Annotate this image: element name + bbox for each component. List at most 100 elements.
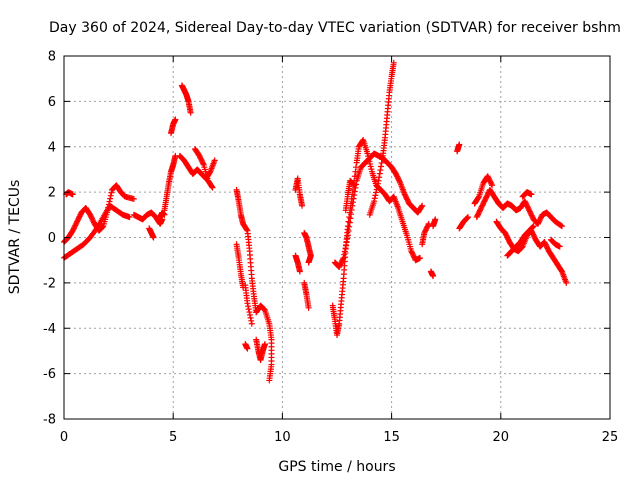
data-point <box>107 195 114 202</box>
y-tick-label: 6 <box>48 95 56 110</box>
data-point <box>99 223 106 230</box>
x-tick-label: 15 <box>383 430 400 445</box>
data-point <box>299 202 306 209</box>
chart-title: Day 360 of 2024, Sidereal Day-to-day VTE… <box>49 20 621 36</box>
data-point <box>488 181 495 188</box>
data-point <box>464 214 471 221</box>
y-tick-label: -6 <box>43 367 56 382</box>
data-point <box>126 214 133 221</box>
data-point <box>105 201 112 208</box>
data-point <box>340 254 347 261</box>
data-point <box>350 181 357 188</box>
data-point <box>246 311 253 318</box>
data-point <box>475 194 482 201</box>
grid <box>64 56 610 419</box>
data-point <box>528 191 535 198</box>
data-point <box>376 170 383 177</box>
data-point <box>248 317 255 324</box>
data-point <box>346 223 353 230</box>
y-tick-label: -4 <box>43 322 56 337</box>
data-point <box>529 223 536 230</box>
data-point <box>456 141 463 148</box>
data-point <box>348 211 355 218</box>
x-tick-label: 20 <box>493 430 510 445</box>
y-tick-label: 2 <box>48 186 56 201</box>
data-point <box>463 215 470 222</box>
data-point <box>349 202 356 209</box>
data-point <box>69 191 76 198</box>
data-point <box>172 116 179 123</box>
data-point <box>349 199 356 206</box>
data-point <box>343 238 350 245</box>
data-point <box>187 109 194 116</box>
data-point <box>343 241 350 248</box>
data-point <box>348 206 355 213</box>
axes: 0 5 10 15 20 25 -8 -6 -4 -2 0 2 4 6 8 <box>43 50 618 446</box>
x-tick-label: 5 <box>169 430 177 445</box>
data-point <box>350 195 357 202</box>
data-point <box>211 157 218 164</box>
data-point <box>558 223 565 230</box>
x-tick-label: 0 <box>60 430 68 445</box>
data-point <box>344 223 351 230</box>
data-point <box>371 195 378 202</box>
data-point <box>351 192 358 199</box>
data-point <box>108 189 115 196</box>
y-tick-label: -8 <box>43 413 56 428</box>
data-point <box>345 228 352 235</box>
data-point <box>339 256 346 263</box>
data-point <box>344 235 351 242</box>
data-point <box>344 232 351 239</box>
data-point <box>245 303 252 310</box>
data-point <box>419 202 426 209</box>
data-point <box>352 168 359 175</box>
data-point <box>378 159 385 166</box>
data-point <box>372 192 379 199</box>
data-point <box>418 203 425 210</box>
data-point <box>351 182 358 189</box>
data-point <box>105 204 112 211</box>
data-point <box>376 174 383 181</box>
data-point <box>99 224 106 231</box>
data-point <box>342 245 349 252</box>
data-point <box>416 254 423 261</box>
data-point <box>430 273 437 280</box>
data-point <box>351 188 358 195</box>
data-point <box>208 183 215 190</box>
data-point <box>556 243 563 250</box>
data-point <box>563 279 570 286</box>
data-point <box>489 182 496 189</box>
data-point <box>130 195 137 202</box>
data-point <box>261 341 268 348</box>
data-point <box>296 268 303 275</box>
data-point <box>106 198 113 205</box>
data-point <box>246 309 253 316</box>
data-points <box>61 59 570 384</box>
data-point <box>247 314 254 321</box>
data-point <box>373 189 379 196</box>
y-axis-label: SDTVAR / TECUs <box>7 180 23 295</box>
y-tick-label: 4 <box>48 140 56 155</box>
data-point <box>375 177 382 184</box>
data-point <box>425 222 432 229</box>
data-point <box>558 222 565 229</box>
data-point <box>377 163 384 170</box>
y-tick-label: 0 <box>48 231 56 246</box>
data-point <box>374 183 381 190</box>
data-point <box>341 251 348 258</box>
data-point <box>209 184 216 191</box>
data-point <box>244 300 251 307</box>
data-point <box>345 218 352 225</box>
data-point <box>347 215 354 222</box>
data-point <box>200 160 207 167</box>
data-point <box>266 377 273 384</box>
data-point <box>465 214 472 221</box>
data-point <box>373 186 380 193</box>
data-point <box>529 224 536 231</box>
data-point <box>104 207 111 214</box>
data-point <box>248 320 255 327</box>
data-point <box>350 181 357 188</box>
data-point <box>371 198 378 205</box>
data-point <box>245 306 252 313</box>
data-point <box>260 305 267 312</box>
